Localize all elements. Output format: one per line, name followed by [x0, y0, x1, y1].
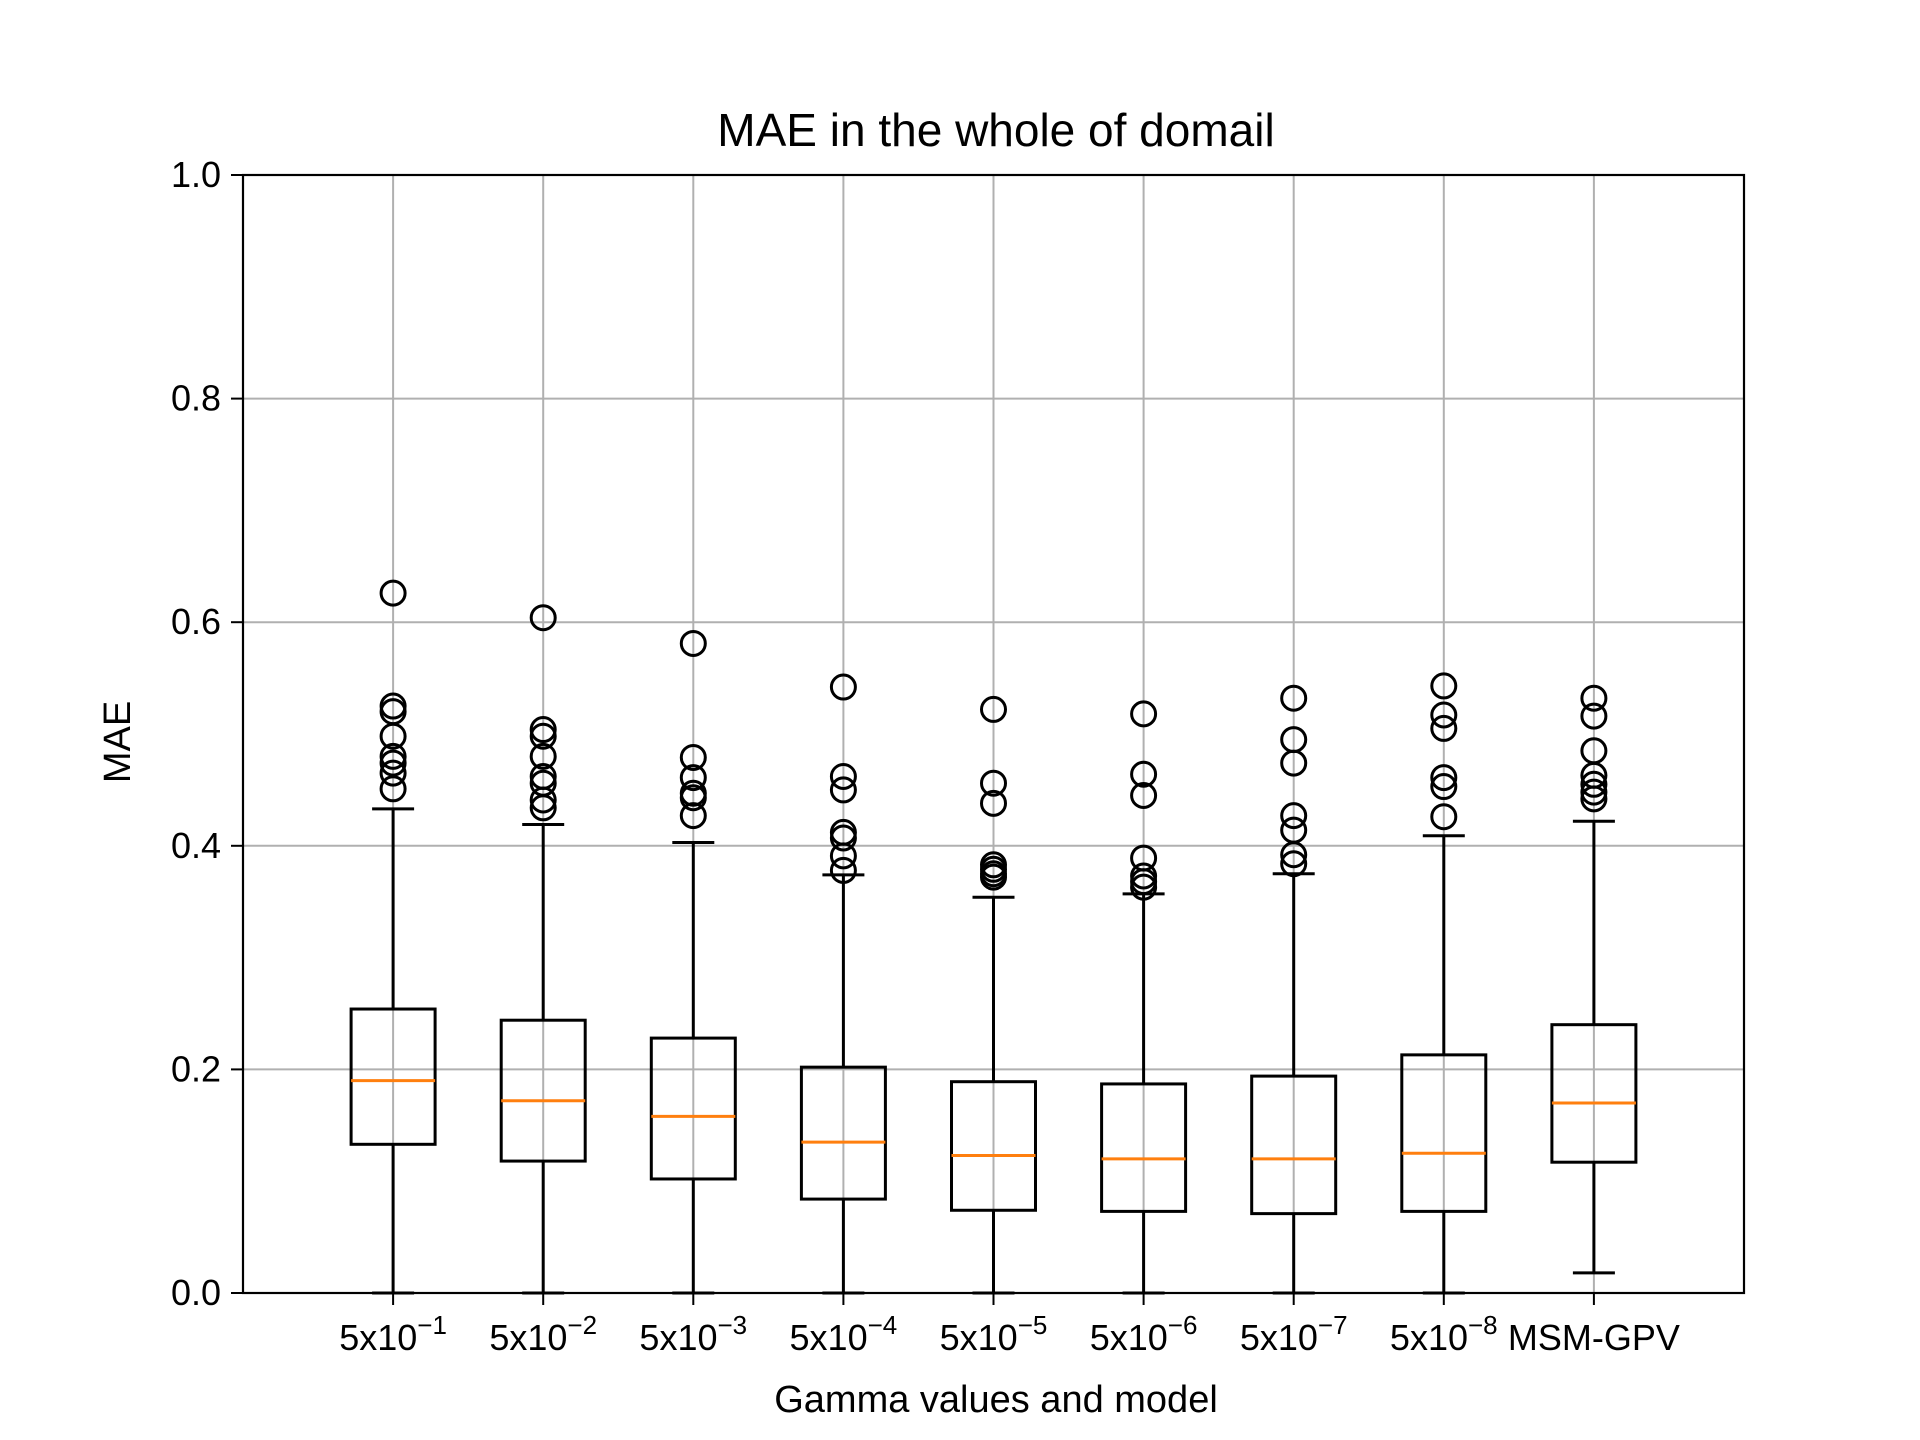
outlier-point	[1580, 702, 1608, 730]
outlier-point	[1430, 773, 1458, 801]
outlier-point	[829, 673, 857, 701]
outlier-point	[829, 842, 857, 870]
outlier-point	[829, 776, 857, 804]
y-tick-label: 0.8	[171, 378, 221, 419]
outlier-point	[1280, 841, 1308, 869]
box-iqr	[1550, 1023, 1638, 1164]
outlier-point	[1130, 700, 1158, 728]
x-tick-label: 5x10−4	[790, 1310, 898, 1358]
outlier-point	[829, 856, 857, 884]
box-iqr	[950, 1080, 1037, 1212]
x-tick-label: 5x10−6	[1090, 1310, 1198, 1358]
outlier-point	[980, 769, 1007, 797]
outlier-point	[1130, 873, 1158, 901]
outlier-point	[1430, 714, 1458, 742]
box-group	[499, 604, 587, 1295]
box-group	[349, 579, 437, 1295]
box-iqr	[799, 1065, 887, 1201]
outlier-point	[679, 784, 707, 812]
box-iqr	[649, 1036, 737, 1181]
axis-ticks: 0.0 0.2 0.4 0.6 0.8 1.0 5x10−1 5x10−2 5x10−3 5x10…	[171, 154, 1680, 1358]
box-iqr	[499, 1018, 587, 1163]
box-group	[649, 629, 737, 1295]
outlier-point	[679, 764, 707, 792]
outlier-point	[529, 604, 557, 632]
x-axis-label: Gamma values and model	[774, 1379, 1218, 1421]
outlier-point	[1580, 785, 1608, 813]
outlier-point	[379, 742, 407, 770]
outlier-point	[529, 786, 557, 814]
box-group	[1550, 684, 1638, 1275]
outlier-point	[1280, 802, 1308, 830]
box-group	[799, 673, 887, 1295]
y-tick-label: 1.0	[171, 154, 221, 195]
outlier-point	[1280, 684, 1308, 712]
outlier-point	[529, 722, 557, 750]
outlier-point	[379, 759, 407, 787]
outlier-point	[529, 794, 557, 822]
y-tick-label: 0.6	[171, 601, 221, 642]
outlier-point	[679, 629, 707, 657]
box-group	[950, 695, 1037, 1295]
outlier-point	[1430, 701, 1458, 729]
y-tick-label: 0.4	[171, 825, 221, 866]
x-tick-label: MSM-GPV	[1508, 1317, 1680, 1358]
x-tick-label: 5x10−2	[489, 1310, 597, 1358]
outlier-point	[1130, 781, 1158, 809]
y-tick-label: 0.0	[171, 1272, 221, 1313]
outlier-point	[1280, 850, 1308, 878]
outlier-point	[1130, 760, 1158, 788]
outlier-point	[679, 802, 707, 830]
x-tick-label: 5x10−1	[339, 1310, 447, 1358]
y-tick-label: 0.2	[171, 1048, 221, 1089]
x-tick-label: 5x10−3	[639, 1310, 747, 1358]
box-group	[1250, 684, 1338, 1295]
outlier-point	[1430, 803, 1458, 831]
x-tick-label: 5x10−5	[940, 1310, 1048, 1358]
boxes	[349, 579, 1638, 1295]
x-tick-label: 5x10−7	[1240, 1310, 1348, 1358]
outlier-point	[1280, 749, 1308, 777]
outlier-point	[529, 716, 557, 744]
outlier-point	[379, 775, 407, 803]
outlier-point	[379, 722, 407, 750]
box-iqr	[349, 1007, 437, 1146]
x-tick-label: 5x10−8	[1390, 1310, 1498, 1358]
box-group	[1100, 700, 1188, 1295]
outlier-point	[679, 743, 707, 771]
outlier-point	[1580, 778, 1608, 806]
outlier-point	[529, 742, 557, 770]
outlier-point	[379, 579, 407, 607]
y-axis-label: MAE	[97, 701, 139, 783]
box-iqr	[1250, 1074, 1338, 1216]
outlier-point	[379, 749, 407, 777]
outlier-point	[980, 789, 1007, 817]
box-iqr	[1400, 1053, 1488, 1213]
box-iqr	[1100, 1082, 1188, 1213]
outlier-point	[1580, 770, 1608, 798]
outlier-point	[1430, 764, 1458, 792]
outlier-point	[980, 863, 1007, 891]
chart-title: MAE in the whole of domail	[717, 104, 1274, 156]
outlier-point	[1430, 672, 1458, 700]
outlier-point	[1580, 684, 1608, 712]
outlier-point	[980, 695, 1007, 723]
outlier-point	[829, 824, 857, 852]
outlier-point	[829, 762, 857, 790]
